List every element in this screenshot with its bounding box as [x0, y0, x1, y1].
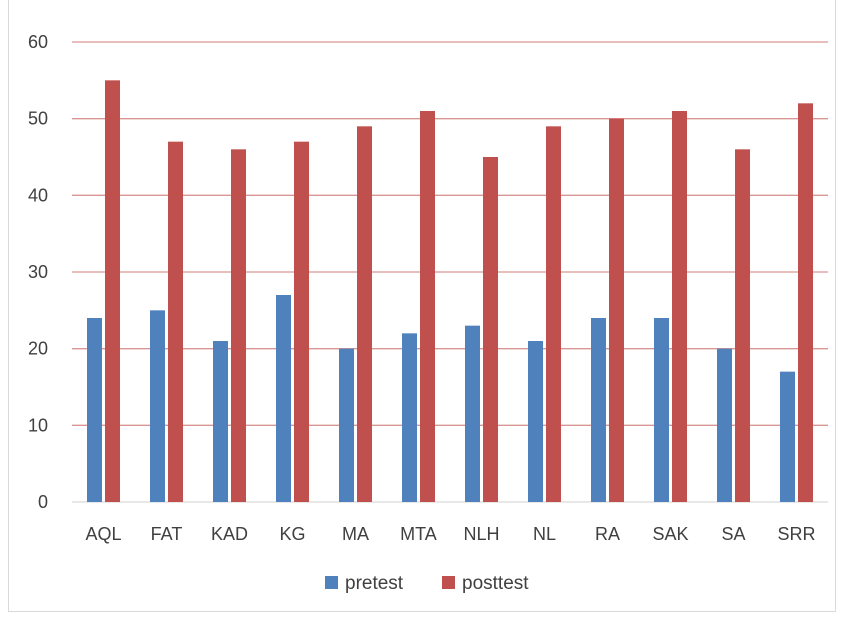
y-tick-label: 60	[28, 32, 48, 52]
x-tick-label: SA	[721, 524, 745, 544]
x-tick-label: NLH	[463, 524, 499, 544]
bar-posttest-RA	[609, 118, 624, 503]
bar-posttest-SAK	[672, 111, 687, 502]
bar-posttest-SA	[735, 149, 750, 503]
bar-posttest-KG	[294, 141, 309, 502]
legend-swatch-pretest	[325, 576, 338, 589]
bar-posttest-MA	[357, 126, 372, 502]
x-tick-label: SAK	[652, 524, 688, 544]
y-tick-label: 0	[38, 492, 48, 512]
x-tick-label: RA	[595, 524, 620, 544]
bar-pretest-NL	[528, 341, 543, 502]
bar-pretest-KAD	[213, 341, 228, 502]
x-tick-label: KAD	[211, 524, 248, 544]
y-tick-label: 40	[28, 185, 48, 205]
gridlines	[72, 41, 828, 503]
bar-pretest-FAT	[150, 310, 165, 502]
bar-posttest-SRR	[798, 103, 813, 502]
bar-posttest-FAT	[168, 141, 183, 502]
bar-pretest-KG	[276, 295, 291, 502]
bar-pretest-SAK	[654, 318, 669, 502]
bar-posttest-NL	[546, 126, 561, 502]
bar-pretest-MTA	[402, 333, 417, 502]
bar-pretest-SRR	[780, 371, 795, 502]
x-tick-label: AQL	[85, 524, 121, 544]
legend: pretest posttest	[325, 573, 529, 594]
bar-posttest-AQL	[105, 80, 120, 502]
bar-posttest-KAD	[231, 149, 246, 503]
y-axis-ticks: 0 10 20 30 40 50 60	[28, 32, 48, 512]
x-tick-label: SRR	[777, 524, 815, 544]
y-tick-label: 20	[28, 339, 48, 359]
bar-pretest-AQL	[87, 318, 102, 502]
bars	[87, 80, 813, 503]
x-axis-ticks: AQL FAT KAD KG MA MTA NLH NL RA SAK SA SRR	[85, 524, 815, 544]
bar-posttest-MTA	[420, 111, 435, 502]
bar-pretest-NLH	[465, 325, 480, 502]
y-tick-label: 50	[28, 109, 48, 129]
x-tick-label: MTA	[400, 524, 437, 544]
bar-pretest-MA	[339, 348, 354, 502]
x-tick-label: MA	[342, 524, 369, 544]
x-tick-label: KG	[279, 524, 305, 544]
bar-pretest-RA	[591, 318, 606, 502]
y-tick-label: 30	[28, 262, 48, 282]
x-tick-label: NL	[533, 524, 556, 544]
bar-pretest-SA	[717, 348, 732, 502]
legend-label-pretest: pretest	[345, 573, 404, 594]
x-tick-label: FAT	[151, 524, 183, 544]
bar-posttest-NLH	[483, 157, 498, 502]
y-tick-label: 10	[28, 415, 48, 435]
legend-label-posttest: posttest	[462, 573, 529, 594]
legend-swatch-posttest	[442, 576, 455, 589]
